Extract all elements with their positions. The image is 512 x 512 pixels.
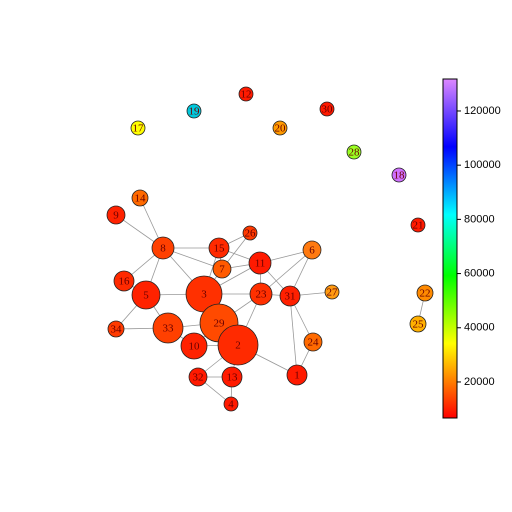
node-label: 4 (228, 399, 234, 411)
node-label: 21 (413, 220, 424, 232)
node (346, 144, 362, 160)
node (302, 240, 322, 260)
node-label: 19 (189, 106, 201, 118)
node (416, 284, 434, 302)
node-label: 31 (285, 291, 296, 303)
node-label: 12 (241, 89, 252, 101)
node (238, 86, 254, 102)
node (249, 282, 273, 306)
node-label: 33 (163, 323, 175, 335)
node-label: 26 (245, 228, 257, 240)
node (391, 167, 407, 183)
tick-label: 100000 (464, 159, 501, 171)
node (113, 270, 135, 292)
node (221, 366, 243, 388)
node-label: 17 (133, 123, 145, 135)
node (106, 205, 126, 225)
node-label: 22 (420, 288, 431, 300)
node-label: 34 (111, 324, 123, 336)
node-label: 25 (413, 319, 425, 331)
colorbar (442, 78, 458, 419)
colorbar-ticks: 20000 40000 60000 80000 100000 120000 (457, 105, 501, 388)
node-label: 27 (327, 287, 339, 299)
node (242, 225, 258, 241)
node (324, 284, 340, 300)
node (152, 312, 184, 344)
node-label: 28 (349, 147, 361, 159)
node (319, 101, 335, 117)
node (279, 285, 301, 307)
node-label: 10 (189, 341, 201, 353)
tick-label: 60000 (464, 267, 495, 279)
node-label: 16 (119, 276, 131, 288)
node-label: 5 (143, 290, 149, 302)
node (130, 120, 146, 136)
node (186, 103, 202, 119)
node-label: 6 (309, 245, 315, 257)
node-label: 9 (113, 210, 119, 222)
node-label: 15 (214, 243, 226, 255)
node (212, 259, 232, 279)
node (409, 315, 427, 333)
node-label: 3 (201, 289, 207, 301)
node (107, 320, 125, 338)
node (303, 332, 323, 352)
node-label: 30 (322, 104, 334, 116)
node (217, 324, 259, 366)
node-label: 29 (214, 318, 226, 330)
node (286, 364, 308, 386)
node-label: 13 (227, 372, 239, 384)
node-label: 20 (275, 123, 287, 135)
node-label: 1 (294, 370, 300, 382)
tick-label: 80000 (464, 213, 495, 225)
node (131, 189, 149, 207)
node (223, 396, 239, 412)
node (248, 251, 272, 275)
node-label: 8 (160, 243, 166, 255)
node (188, 367, 208, 387)
node-label: 14 (135, 193, 147, 205)
node-label: 18 (394, 170, 406, 182)
edge (289, 295, 298, 376)
node (151, 236, 175, 260)
node-label: 24 (308, 337, 320, 349)
node-label: 11 (255, 258, 266, 270)
tick-label: 20000 (464, 376, 495, 388)
tick-label: 40000 (464, 322, 495, 334)
node (208, 237, 230, 259)
node (131, 280, 161, 310)
tick-label: 120000 (464, 105, 501, 117)
edges (115, 197, 426, 405)
node (180, 332, 208, 360)
node (410, 217, 426, 233)
node (272, 120, 288, 136)
node-label: 2 (235, 340, 241, 352)
node-label: 32 (193, 372, 204, 384)
node-label: 23 (256, 289, 268, 301)
node-label: 7 (219, 264, 225, 276)
